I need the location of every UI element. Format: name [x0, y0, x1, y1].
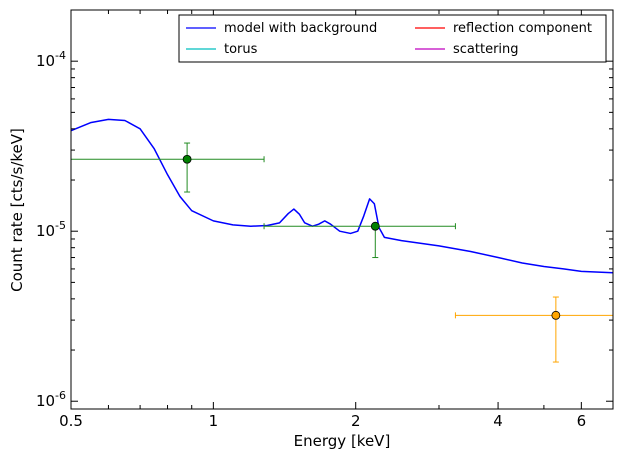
x-tick-label: 4: [493, 412, 503, 430]
data-point-marker: [182, 154, 192, 164]
data-point-marker: [370, 221, 380, 231]
data-point-2: [263, 221, 456, 259]
legend-label-torus: torus: [224, 42, 258, 57]
legend-label-reflection: reflection component: [453, 21, 592, 36]
y-tick-label: 10-6: [36, 389, 66, 410]
axis-ticks: 0.5 1 2 4 6 10-6 10-5 10-4: [36, 9, 614, 430]
x-tick-label: 6: [577, 412, 587, 430]
x-tick-label: 2: [351, 412, 361, 430]
y-tick-label: 10-4: [36, 49, 66, 70]
plot-frame: [70, 9, 614, 410]
plot-data-layer: [70, 118, 614, 363]
legend-label-scattering: scattering: [453, 42, 519, 57]
x-tick-label: 0.5: [59, 412, 83, 430]
data-point-marker: [551, 310, 561, 320]
legend-label-model: model with background: [224, 21, 377, 36]
data-point-1: [70, 142, 265, 193]
legend-box: [178, 14, 607, 63]
x-tick-label: 1: [209, 412, 219, 430]
y-axis-label: Count rate [cts/s/keV]: [8, 128, 26, 292]
y-tick-label: 10-5: [36, 219, 66, 240]
model-curve: [70, 118, 614, 274]
legend: model with background torus reflection c…: [178, 14, 607, 63]
x-axis-label: Energy [keV]: [294, 432, 391, 450]
